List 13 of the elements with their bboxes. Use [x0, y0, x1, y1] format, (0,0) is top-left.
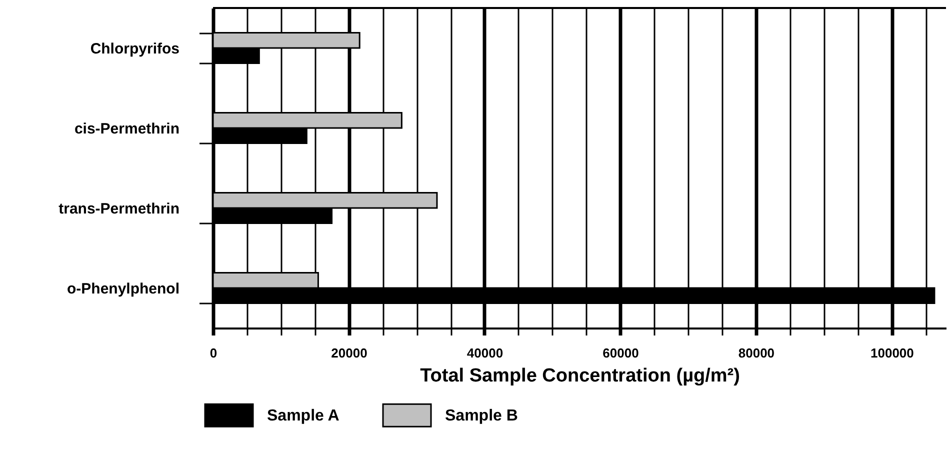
x-axis-title: Total Sample Concentration (µg/m²) — [420, 366, 740, 386]
x-tick-label: 100000 — [870, 346, 914, 360]
x-tick-label: 20000 — [331, 346, 368, 360]
y-tick-label: Chlorpyrifos — [90, 40, 180, 58]
y-tick-label: trans-Permethrin — [58, 200, 180, 218]
x-tick-label: 0 — [210, 346, 218, 360]
legend-label: Sample B — [445, 407, 518, 424]
x-tick-label: 80000 — [738, 346, 775, 360]
y-tick-label: cis-Permethrin — [74, 120, 180, 138]
legend-label: Sample A — [267, 407, 340, 424]
x-tick-label: 60000 — [602, 346, 639, 360]
y-tick-label: o-Phenylphenol — [67, 280, 180, 298]
x-tick-label: 40000 — [466, 346, 504, 360]
